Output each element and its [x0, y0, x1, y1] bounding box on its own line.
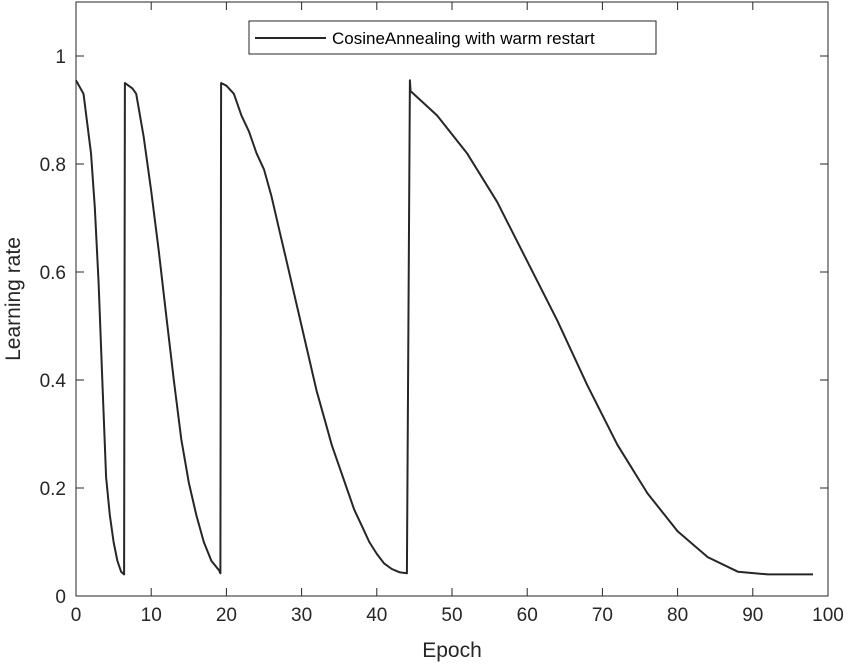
plot-area	[76, 2, 828, 596]
x-tick-label: 60	[517, 605, 538, 626]
x-tick-label: 90	[742, 605, 763, 626]
x-tick-label: 50	[441, 605, 462, 626]
x-tick-label: 70	[592, 605, 613, 626]
x-tick-label: 30	[291, 605, 312, 626]
x-tick-label: 20	[216, 605, 237, 626]
y-tick-label: 0.2	[40, 479, 66, 500]
x-tick-label: 100	[812, 605, 844, 626]
y-tick-label: 0.4	[40, 371, 67, 392]
series-line-0	[75, 79, 813, 576]
y-tick-label: 1	[55, 47, 66, 68]
y-tick-label: 0.6	[40, 263, 66, 284]
y-axis-label: Learning rate	[2, 237, 25, 361]
x-tick-label: 0	[71, 605, 82, 626]
series-layer	[75, 79, 813, 576]
legend-entry: CosineAnnealing with warm restart	[332, 29, 595, 48]
y-tick-label: 0	[55, 587, 66, 608]
x-tick-label: 40	[366, 605, 387, 626]
x-tick-label: 10	[141, 605, 162, 626]
y-tick-label: 0.8	[40, 155, 66, 176]
tick-layer: 0 10 20 30 40 50 60 70 80 90 100 0 0.2 0.4 0.6 0.8 1	[40, 2, 844, 626]
legend: CosineAnnealing with warm restart	[248, 20, 657, 55]
plot-frame	[75, 1, 829, 597]
x-axis-label: Epoch	[422, 639, 482, 662]
x-tick-label: 80	[667, 605, 688, 626]
